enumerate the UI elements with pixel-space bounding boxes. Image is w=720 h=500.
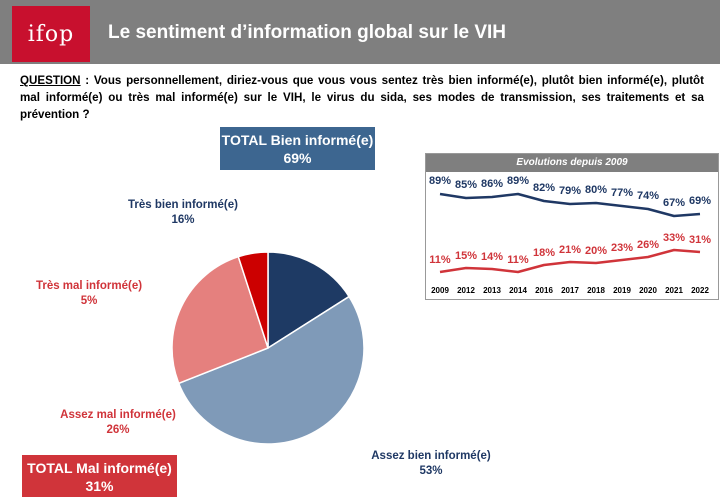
x-tick-label: 2019 [613,286,631,295]
series-mal-label: 11% [507,254,529,266]
question-text: QUESTION : Vous personnellement, diriez-… [20,72,704,123]
series-bien-label: 69% [689,195,711,207]
label-assez-mal-value: 26% [106,424,130,436]
header-bar: ifop Le sentiment d’information global s… [0,0,720,64]
x-tick-label: 2022 [691,286,709,295]
pie-slice-tres-mal [237,251,269,349]
series-bien-label: 89% [507,175,529,187]
evolution-panel: Evolutions depuis 2009 89% 85% 86% 89% 82% 79… [425,153,719,300]
evolution-chart: 89% 85% 86% 89% 82% 79% 80% 77% 74% 67% 69% 11% 15% 1… [429,175,711,295]
series-bien-label: 86% [481,178,503,190]
label-tres-mal-name: Très mal informé(e) [35,280,143,292]
series-mal-label: 15% [455,250,477,262]
series-mal-label: 23% [611,242,633,254]
total-bien-value: 69% [283,150,312,166]
label-assez-mal-name: Assez mal informé(e) [60,409,176,421]
x-tick-label: 2021 [665,286,683,295]
series-bien-label: 77% [611,187,633,199]
series-mal-label: 26% [637,239,659,251]
series-mal-line [439,248,701,274]
label-assez-bien-value: 53% [419,465,443,477]
total-mal-box: TOTAL Mal informé(e) 31% [22,455,177,497]
series-mal-label: 18% [533,247,555,259]
x-tick-label: 2016 [535,286,553,295]
x-tick-label: 2012 [457,286,475,295]
series-bien-label: 89% [429,175,451,187]
series-bien-label: 85% [455,179,477,191]
label-tres-mal-value: 5% [80,295,98,307]
question-label: QUESTION [20,74,81,87]
series-bien-label: 82% [533,182,555,194]
total-mal-value: 31% [85,478,114,494]
label-tres-bien: Très bien informé(e) 16% [108,198,258,228]
x-tick-label: 2009 [431,286,449,295]
series-mal-label: 20% [585,245,607,257]
series-mal-label: 31% [689,234,711,246]
series-mal-label: 21% [559,244,581,256]
x-tick-label: 2018 [587,286,605,295]
x-tick-label: 2013 [483,286,501,295]
pie-slice-tres-bien [267,251,351,350]
label-assez-bien: Assez bien informé(e) 53% [356,449,506,479]
page-title: Le sentiment d’information global sur le… [108,22,506,43]
label-assez-bien-name: Assez bien informé(e) [371,450,491,462]
label-assez-mal: Assez mal informé(e) 26% [43,408,193,438]
series-bien-label: 74% [637,190,659,202]
series-mal-label: 14% [481,251,503,263]
logo-text: ifop [27,22,75,47]
series-bien-line [439,192,701,218]
label-tres-mal: Très mal informé(e) 5% [14,279,164,309]
ifop-logo: ifop [12,6,90,62]
total-bien-label: TOTAL Bien informé(e) [221,132,374,148]
series-bien-label: 67% [663,197,685,209]
series-mal-label: 11% [429,254,451,266]
total-mal-label: TOTAL Mal informé(e) [27,460,172,476]
pie-slice-assez-bien [177,295,365,445]
series-mal-label: 33% [663,232,685,244]
label-tres-bien-value: 16% [171,214,195,226]
series-bien-label: 80% [585,184,607,196]
question-body: : Vous personnellement, diriez-vous que … [20,74,704,121]
label-tres-bien-name: Très bien informé(e) [128,199,238,211]
total-bien-box: TOTAL Bien informé(e) 69% [220,127,375,170]
x-tick-label: 2020 [639,286,657,295]
x-tick-label: 2017 [561,286,579,295]
series-bien-label: 79% [559,185,581,197]
evolution-title: Evolutions depuis 2009 [426,154,718,172]
pie-slice-assez-mal [171,255,269,385]
x-tick-label: 2014 [509,286,527,295]
